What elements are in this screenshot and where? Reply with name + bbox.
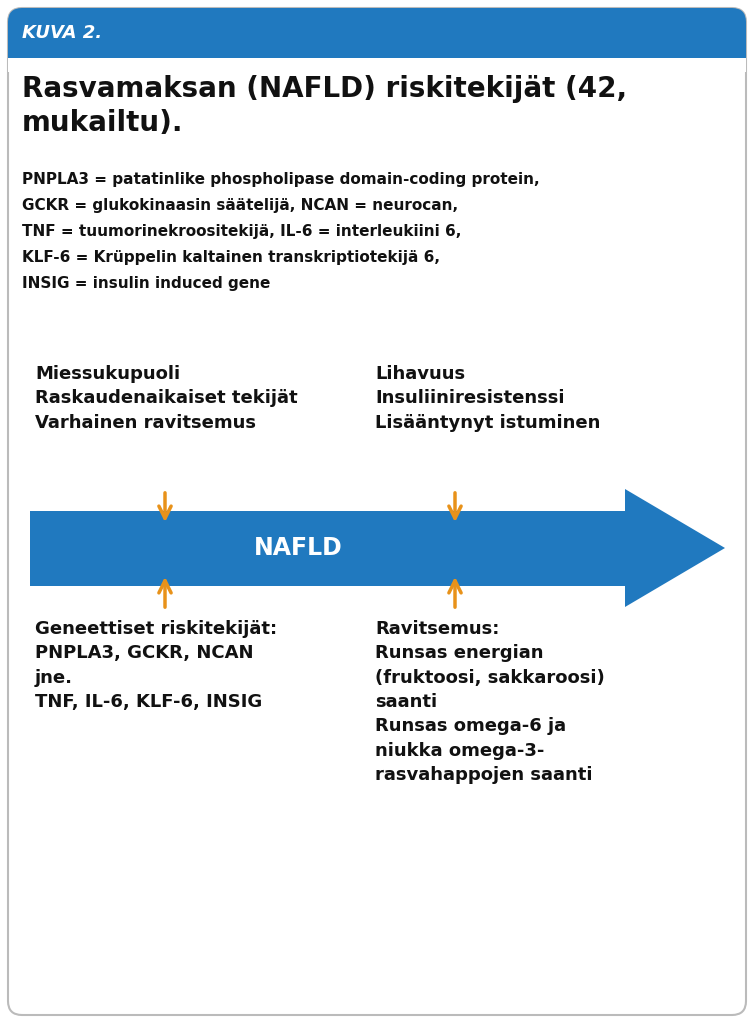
- Bar: [8, 58, 746, 72]
- Text: Lihavuus
Insuliiniresistenssi
Lisääntynyt istuminen: Lihavuus Insuliiniresistenssi Lisääntyny…: [375, 365, 600, 432]
- Text: INSIG = insulin induced gene: INSIG = insulin induced gene: [22, 276, 271, 291]
- Bar: [30, 510, 625, 585]
- Text: PNPLA3 = patatinlike phospholipase domain-coding protein,: PNPLA3 = patatinlike phospholipase domai…: [22, 172, 540, 187]
- Text: Rasvamaksan (NAFLD) riskitekijät (42,
mukailtu).: Rasvamaksan (NAFLD) riskitekijät (42, mu…: [22, 75, 627, 136]
- Text: NAFLD: NAFLD: [253, 536, 342, 560]
- Text: KLF-6 = Krüppelin kaltainen transkriptiotekijä 6,: KLF-6 = Krüppelin kaltainen transkriptio…: [22, 250, 440, 265]
- FancyBboxPatch shape: [8, 8, 746, 1015]
- FancyBboxPatch shape: [8, 8, 746, 72]
- Text: Geneettiset riskitekijät:
PNPLA3, GCKR, NCAN
jne.
TNF, IL-6, KLF-6, INSIG: Geneettiset riskitekijät: PNPLA3, GCKR, …: [35, 620, 277, 711]
- Text: GCKR = glukokinaasin säätelijä, NCAN = neurocan,: GCKR = glukokinaasin säätelijä, NCAN = n…: [22, 198, 458, 213]
- Text: Ravitsemus:
Runsas energian
(fruktoosi, sakkaroosi)
saanti
Runsas omega-6 ja
niu: Ravitsemus: Runsas energian (fruktoosi, …: [375, 620, 605, 784]
- Text: KUVA 2.: KUVA 2.: [22, 24, 102, 42]
- Text: TNF = tuumorinekroositekijä, IL-6 = interleukiini 6,: TNF = tuumorinekroositekijä, IL-6 = inte…: [22, 224, 461, 239]
- Polygon shape: [625, 489, 725, 607]
- Text: Miessukupuoli
Raskaudenaikaiset tekijät
Varhainen ravitsemus: Miessukupuoli Raskaudenaikaiset tekijät …: [35, 365, 298, 432]
